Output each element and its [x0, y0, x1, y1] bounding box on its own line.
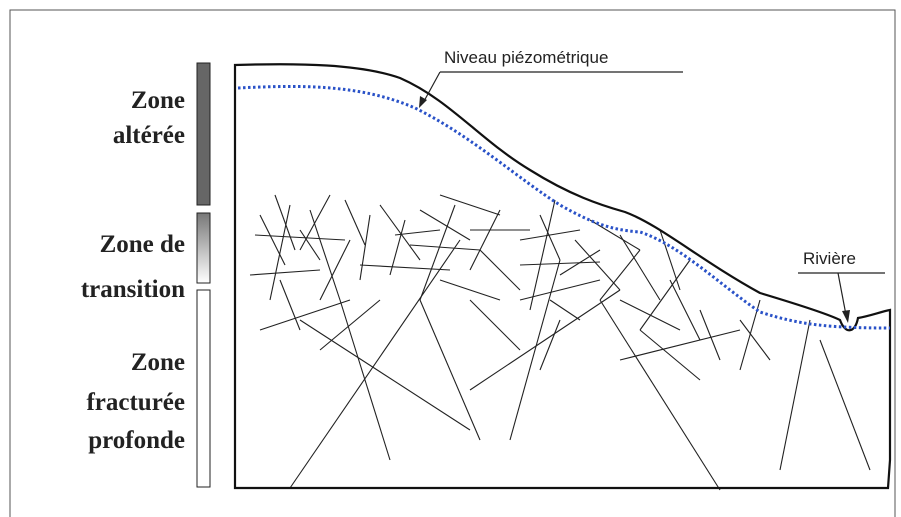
fracture: [480, 250, 520, 290]
fracture: [520, 262, 600, 265]
zone-label: Zone de: [100, 231, 185, 258]
fracture: [300, 195, 330, 250]
fracture: [300, 320, 470, 430]
fracture: [620, 300, 680, 330]
zone-label: altérée: [113, 122, 185, 149]
fracture: [410, 245, 480, 250]
fracture: [440, 195, 500, 215]
fracture: [600, 300, 720, 490]
fracture: [360, 215, 370, 280]
fracture: [470, 210, 500, 270]
zone-label: Zone: [131, 87, 185, 114]
arrow-head: [842, 310, 850, 323]
fracture: [550, 300, 580, 320]
fracture: [440, 280, 500, 300]
fracture: [640, 260, 690, 330]
fracture: [420, 210, 470, 240]
fracture: [420, 205, 455, 300]
fracture: [360, 265, 450, 270]
fracture: [575, 240, 620, 290]
fracture: [520, 280, 600, 300]
fracture: [780, 320, 810, 470]
fracture: [255, 235, 345, 240]
fracture: [270, 205, 290, 300]
fracture: [290, 240, 460, 488]
transition-bar: [197, 213, 210, 283]
fracture: [260, 300, 350, 330]
fracture: [640, 330, 700, 380]
zone-label: profonde: [88, 427, 185, 454]
water-table-label: Niveau piézométrique: [444, 48, 608, 67]
fracture: [420, 300, 480, 440]
diagram: Zone altérée Zone de transition Zone fra…: [0, 0, 901, 517]
zone-label: Zone: [131, 349, 185, 376]
fracture: [470, 300, 520, 350]
fracture: [345, 200, 365, 245]
weathered-bar: [197, 63, 210, 205]
river-label: Rivière: [803, 249, 856, 268]
leader: [838, 273, 846, 315]
fractures: [250, 195, 870, 490]
fracture: [620, 330, 740, 360]
fracture: [700, 310, 720, 360]
page: {"zones": [ {"lines": ["Zone", "altérée"…: [0, 0, 901, 517]
water-table: [238, 86, 890, 328]
fracture: [340, 300, 390, 460]
fracture: [275, 195, 295, 250]
fracture: [820, 340, 870, 470]
fractured-bar: [197, 290, 210, 487]
fracture: [470, 290, 620, 390]
zone-label: fracturée: [86, 389, 185, 416]
fracture: [260, 215, 285, 265]
fracture: [250, 270, 320, 275]
fracture: [320, 240, 350, 300]
fracture: [670, 280, 700, 340]
fracture: [540, 320, 560, 370]
zone-label: transition: [81, 276, 185, 303]
